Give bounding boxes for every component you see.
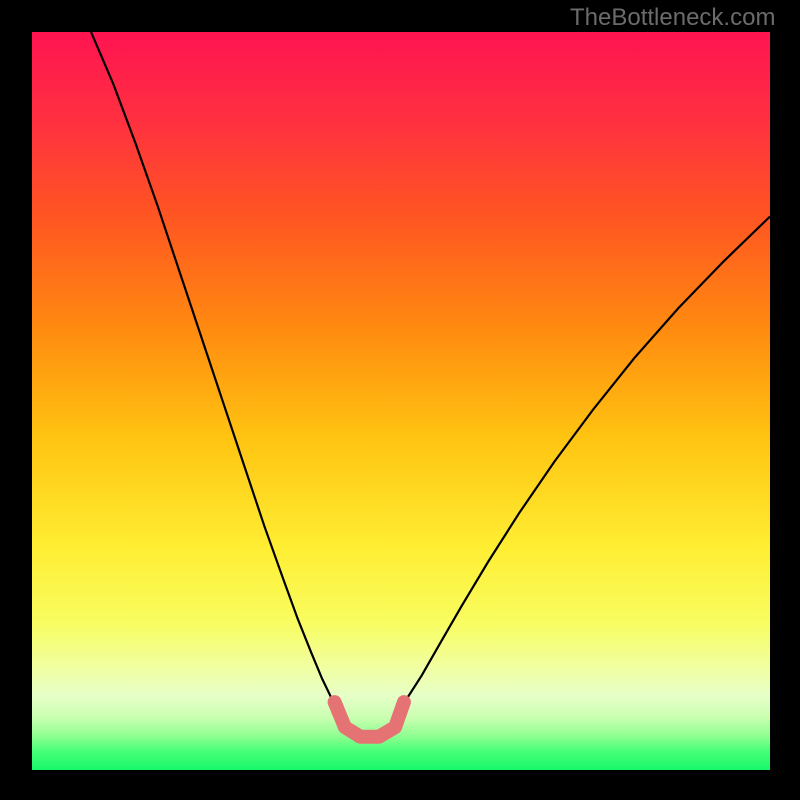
chart-container: TheBottleneck.com: [0, 0, 800, 800]
trough-marker: [335, 702, 404, 737]
plot-area: [32, 32, 770, 770]
left-curve: [91, 32, 337, 709]
curve-overlay: [32, 32, 770, 770]
watermark-text: TheBottleneck.com: [570, 4, 775, 32]
right-curve: [399, 217, 770, 710]
